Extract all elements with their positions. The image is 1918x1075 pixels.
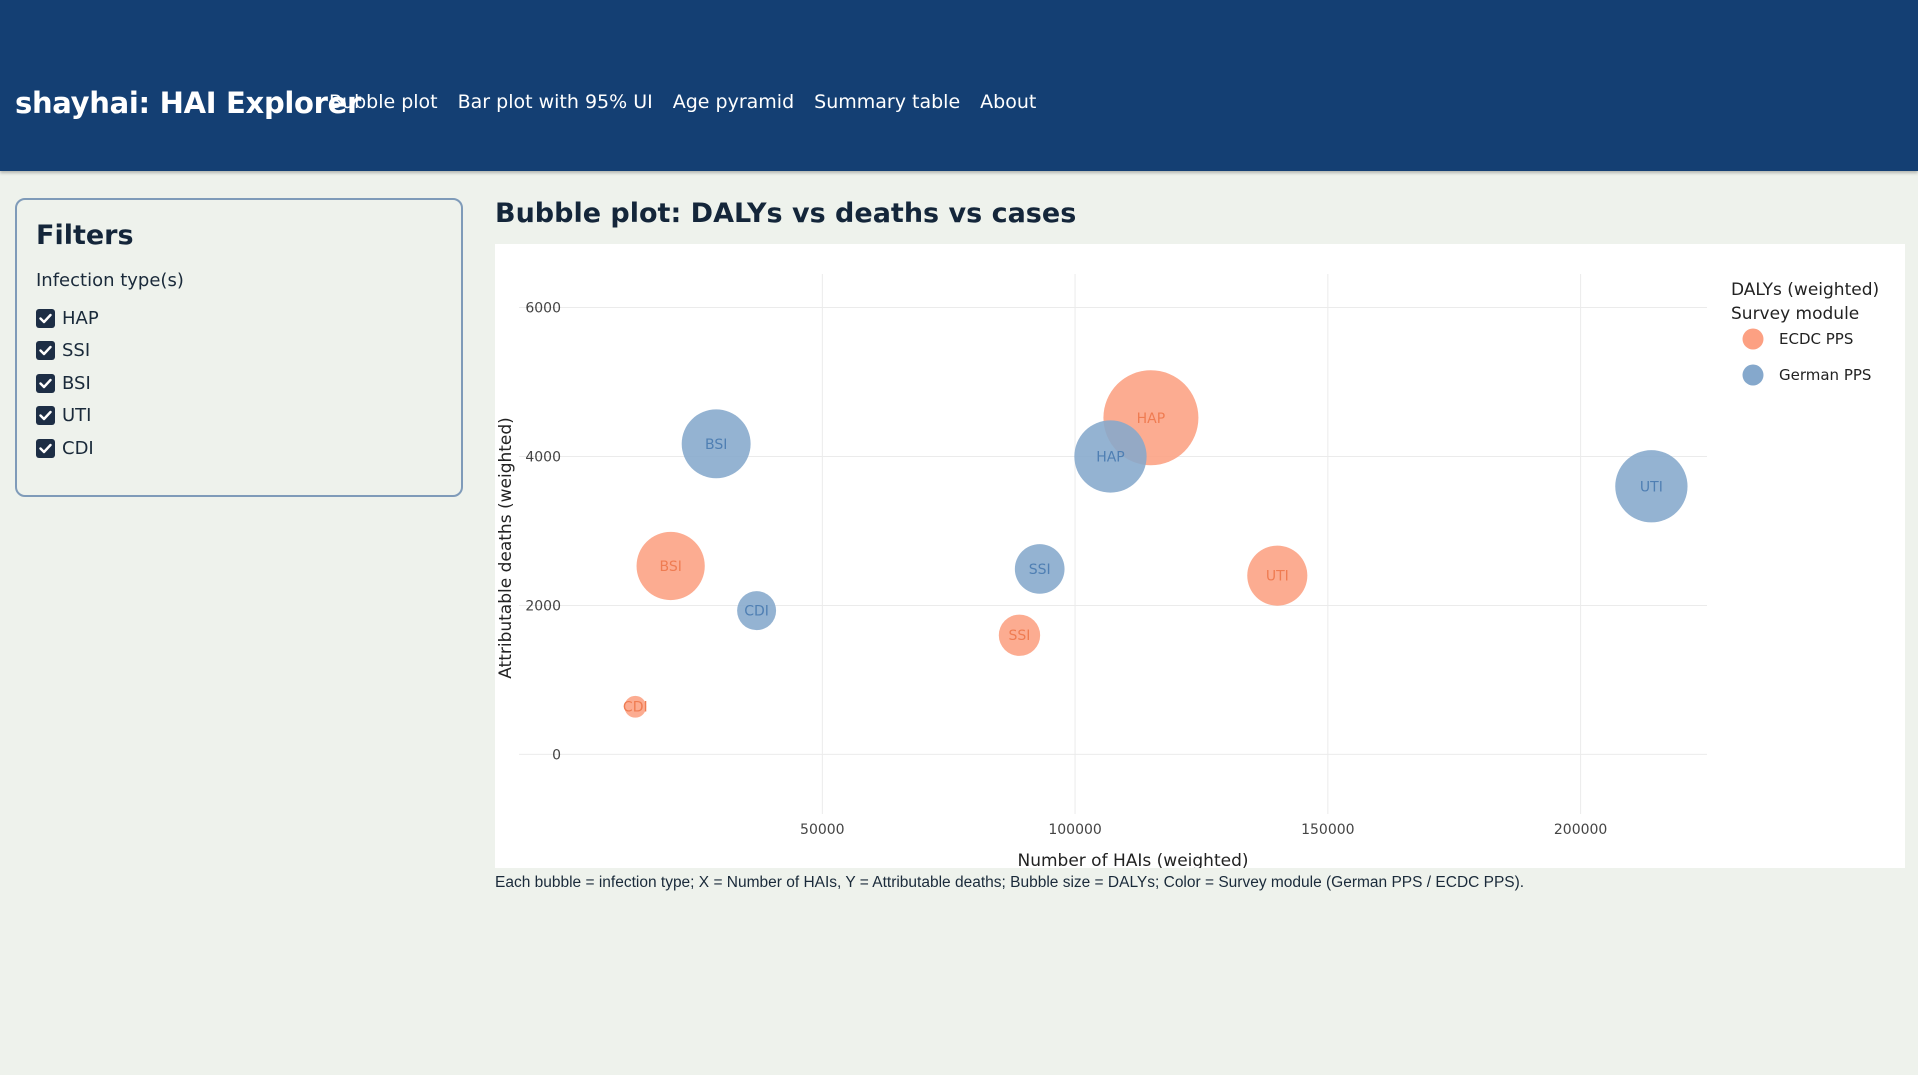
bubble-ecdc-pps-uti — [1247, 545, 1308, 606]
legend-marker — [1742, 328, 1764, 350]
checkbox-ssi[interactable]: SSI — [36, 335, 99, 368]
y-tick-label: 4000 — [525, 449, 561, 465]
legend-marker — [1742, 364, 1764, 386]
infection-type-checklist: HAP SSI BSI UTI CDI — [36, 302, 99, 465]
checkbox-checked-icon[interactable] — [36, 341, 55, 361]
legend-subtitle: Survey module — [1731, 304, 1859, 324]
checkbox-bsi[interactable]: BSI — [36, 367, 99, 400]
plot-caption: Each bubble = infection type; X = Number… — [495, 874, 1525, 891]
checkbox-checked-icon[interactable] — [36, 438, 55, 458]
checkbox-checked-icon[interactable] — [36, 406, 55, 426]
bubble-label: CDI — [744, 604, 769, 620]
bubble-label: BSI — [705, 437, 727, 453]
bubble-ecdc-pps-cdi — [624, 695, 647, 718]
infection-type-label: Infection type(s) — [36, 270, 184, 291]
bubble-label: SSI — [1029, 562, 1051, 578]
nav-links: Bubble plot Bar plot with 95% UI Age pyr… — [329, 91, 1056, 113]
checkbox-uti[interactable]: UTI — [36, 400, 99, 433]
checkbox-label: BSI — [62, 372, 91, 394]
page-title: Bubble plot: DALYs vs deaths vs cases — [495, 198, 1077, 229]
bubble-chart[interactable]: HAP HAP UTI BSI BSI UTI SSI SSI CDI CDI 50000 1000… — [495, 244, 1905, 868]
filters-title: Filters — [36, 220, 134, 251]
checkbox-label: HAP — [62, 307, 99, 329]
bubble-ecdc-pps-ssi — [998, 614, 1041, 656]
bubble-label: SSI — [1009, 628, 1031, 644]
y-axis-title: Attributable deaths (weighted) — [496, 417, 516, 679]
nav-bubble-plot[interactable]: Bubble plot — [329, 91, 438, 113]
checkbox-hap[interactable]: HAP — [36, 302, 99, 335]
nav-summary-table[interactable]: Summary table — [814, 91, 961, 113]
bubble-ecdc-pps-bsi — [636, 531, 705, 601]
legend-label: German PPS — [1779, 366, 1871, 384]
checkbox-label: UTI — [62, 405, 92, 427]
checkbox-cdi[interactable]: CDI — [36, 432, 99, 465]
y-tick-label: 2000 — [525, 598, 561, 614]
bubble-label: BSI — [659, 559, 681, 575]
app-brand[interactable]: shayhai: HAI Explorer — [15, 86, 362, 120]
y-tick-label: 6000 — [525, 301, 561, 317]
navbar: shayhai: HAI Explorer Bubble plot Bar pl… — [0, 0, 1918, 171]
bubble-label: HAP — [1096, 449, 1125, 465]
filters-panel: Filters Infection type(s) HAP SSI BSI UT… — [15, 198, 463, 497]
bubble-german-pps-bsi — [681, 409, 751, 479]
checkbox-label: SSI — [62, 340, 91, 362]
bubble-german-pps-ssi — [1014, 544, 1065, 594]
bubble-german-pps-hap — [1074, 420, 1147, 493]
bubble-german-pps-uti — [1615, 450, 1688, 523]
x-tick-label: 50000 — [800, 822, 845, 838]
bubble-label: UTI — [1640, 479, 1663, 495]
checkbox-checked-icon[interactable] — [36, 373, 55, 393]
x-tick-label: 200000 — [1554, 822, 1607, 838]
bubble-german-pps-cdi — [737, 591, 777, 631]
x-tick-label: 100000 — [1048, 822, 1101, 838]
x-axis-title: Number of HAIs (weighted) — [1017, 851, 1248, 868]
bubble-label: HAP — [1137, 411, 1166, 427]
legend-title: DALYs (weighted) — [1731, 280, 1879, 300]
bubble-label: CDI — [623, 700, 648, 716]
nav-bar-plot[interactable]: Bar plot with 95% UI — [457, 91, 653, 113]
y-tick-label: 0 — [552, 747, 561, 763]
bubble-plot-panel[interactable]: HAP HAP UTI BSI BSI UTI SSI SSI CDI CDI 50000 1000… — [495, 244, 1905, 868]
bubble-label: UTI — [1266, 569, 1289, 585]
legend-label: ECDC PPS — [1779, 330, 1853, 348]
nav-about[interactable]: About — [980, 91, 1037, 113]
checkbox-checked-icon[interactable] — [36, 308, 55, 328]
x-tick-label: 150000 — [1301, 822, 1354, 838]
nav-age-pyramid[interactable]: Age pyramid — [672, 91, 795, 113]
checkbox-label: CDI — [62, 437, 94, 459]
